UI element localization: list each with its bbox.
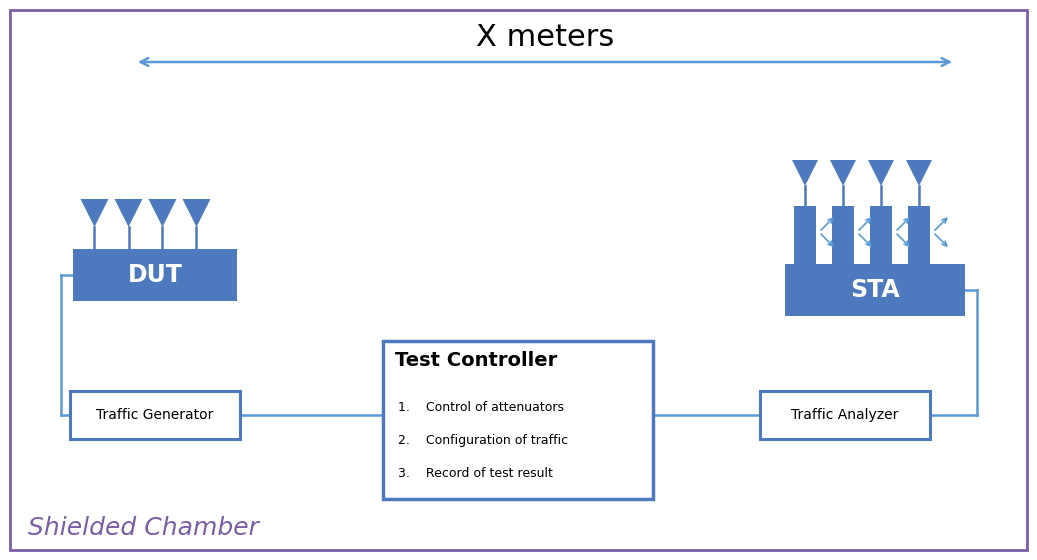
FancyBboxPatch shape — [794, 206, 816, 264]
Polygon shape — [830, 160, 856, 186]
Polygon shape — [792, 160, 818, 186]
Text: 2.    Configuration of traffic: 2. Configuration of traffic — [398, 434, 568, 447]
Polygon shape — [148, 199, 176, 227]
FancyBboxPatch shape — [908, 206, 930, 264]
FancyBboxPatch shape — [383, 341, 653, 499]
Text: Traffic Generator: Traffic Generator — [96, 408, 214, 422]
Text: X meters: X meters — [476, 23, 614, 52]
Text: Test Controller: Test Controller — [395, 351, 557, 370]
FancyBboxPatch shape — [760, 391, 930, 439]
Polygon shape — [906, 160, 932, 186]
Polygon shape — [81, 199, 109, 227]
Polygon shape — [114, 199, 142, 227]
FancyBboxPatch shape — [832, 206, 854, 264]
Text: 3.    Record of test result: 3. Record of test result — [398, 467, 553, 480]
Text: STA: STA — [850, 278, 900, 302]
Text: 1.    Control of attenuators: 1. Control of attenuators — [398, 401, 564, 414]
Text: Traffic Analyzer: Traffic Analyzer — [791, 408, 899, 422]
Polygon shape — [183, 199, 211, 227]
Polygon shape — [868, 160, 894, 186]
FancyBboxPatch shape — [73, 249, 237, 301]
Text: Shielded Chamber: Shielded Chamber — [28, 516, 259, 540]
FancyBboxPatch shape — [785, 264, 965, 316]
Text: DUT: DUT — [128, 263, 183, 287]
FancyBboxPatch shape — [71, 391, 240, 439]
FancyBboxPatch shape — [870, 206, 892, 264]
